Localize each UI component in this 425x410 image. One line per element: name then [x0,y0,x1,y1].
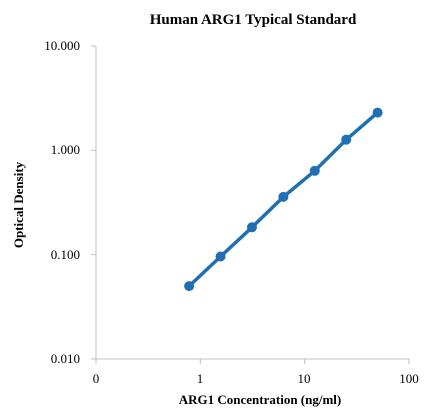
data-point [278,191,289,202]
series [184,107,383,292]
x-tick-label: 100 [399,371,419,386]
y-tick-label: 1.000 [51,142,80,157]
x-tick-labels: 0 1 10 100 [93,371,419,386]
axes [95,46,409,360]
data-point [246,222,257,233]
data-point [309,165,320,176]
x-tick-label: 10 [298,371,311,386]
ticks [91,45,410,364]
chart-title: Human ARG1 Typical Standard [150,12,357,28]
y-tick-label: 0.010 [51,351,80,366]
y-axis-title: Optical Density [11,161,26,248]
y-tick-label: 10.000 [44,38,80,53]
y-tick-label: 0.100 [51,247,80,262]
data-point [341,134,352,145]
y-tick-labels: 0.010 0.100 1.000 10.000 [44,38,80,366]
x-axis-title: ARG1 Concentration (ng/ml) [179,392,342,407]
x-tick-label: 0 [93,371,100,386]
data-point [372,107,383,118]
x-tick-label: 1 [197,371,204,386]
data-point [215,251,226,262]
data-point [184,281,195,292]
